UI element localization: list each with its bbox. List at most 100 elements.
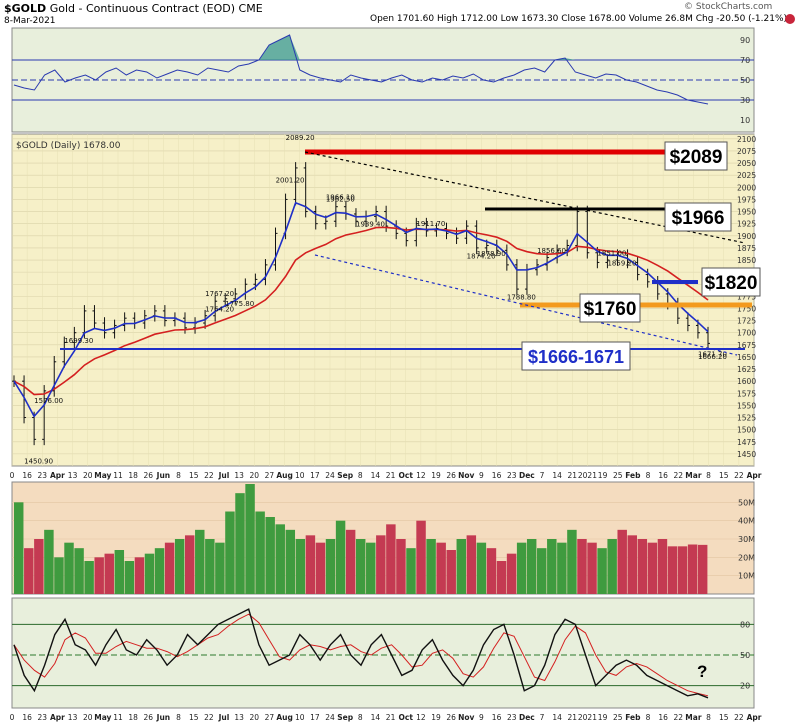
x-axis-label-bottom: 13 bbox=[68, 713, 78, 722]
x-axis-label-price: 7 bbox=[540, 471, 545, 480]
callout-1760: $1760 bbox=[584, 299, 637, 320]
volume-bar bbox=[64, 542, 74, 594]
stoch-k-line bbox=[13, 608, 709, 699]
callout-1966: $1966 bbox=[672, 208, 725, 229]
stoch-tick-label: 20 bbox=[740, 682, 750, 691]
price-point-label: 1767.20 bbox=[205, 290, 234, 298]
x-axis-label-bottom: 2021 bbox=[578, 713, 597, 722]
x-axis-label-price: Mar bbox=[685, 471, 702, 480]
volume-bar bbox=[426, 539, 436, 594]
volume-bar bbox=[617, 529, 627, 594]
volume-bar bbox=[345, 529, 356, 594]
price-point-label: 1788.80 bbox=[507, 294, 536, 302]
x-axis-label-bottom: 15 bbox=[719, 713, 729, 722]
price-point-label: 2089.20 bbox=[286, 134, 315, 142]
volume-bar bbox=[557, 542, 567, 594]
x-axis-label-bottom: 22 bbox=[204, 713, 214, 722]
volume-bar bbox=[44, 529, 54, 594]
volume-bar bbox=[436, 542, 446, 594]
x-axis-label-bottom: 23 bbox=[507, 713, 517, 722]
volume-bar bbox=[687, 544, 698, 594]
volume-bar bbox=[587, 542, 597, 594]
price-tick-label: 2000 bbox=[737, 183, 756, 192]
x-axis-label-price: 15 bbox=[189, 471, 199, 480]
x-axis-label-bottom: 22 bbox=[674, 713, 684, 722]
price-point-label: 1666.20 bbox=[698, 353, 727, 361]
price-tick-label: 1500 bbox=[737, 426, 756, 435]
x-axis-label-price: 21 bbox=[386, 471, 396, 480]
x-axis-label-bottom: 15 bbox=[189, 713, 199, 722]
x-axis-label-price: 26 bbox=[446, 471, 456, 480]
description: Gold - Continuous Contract (EOD) bbox=[49, 2, 236, 15]
x-axis-label-price: Dec bbox=[519, 471, 535, 480]
price-tick-label: 2100 bbox=[737, 135, 756, 144]
close-icon[interactable] bbox=[785, 14, 795, 24]
volume-bar bbox=[315, 542, 326, 594]
x-axis-label-price: 16 bbox=[492, 471, 502, 480]
x-axis-label-price: 17 bbox=[310, 471, 320, 480]
x-axis-label-bottom: 26 bbox=[446, 713, 456, 722]
x-axis-label-bottom: 16 bbox=[658, 713, 668, 722]
volume-bar bbox=[34, 539, 44, 594]
x-axis-label-bottom: Apr bbox=[747, 713, 762, 722]
price-point-label: 1851.00 bbox=[597, 250, 626, 258]
x-axis-label-bottom: Apr bbox=[50, 713, 65, 722]
stoch-tick-label: 50 bbox=[740, 651, 750, 660]
volume-bar bbox=[195, 529, 205, 594]
volume-bar bbox=[396, 539, 406, 594]
x-axis-label-bottom: Oct bbox=[399, 713, 414, 722]
x-axis-label-price: 0 bbox=[10, 471, 15, 480]
downtrend-lower-line bbox=[314, 254, 738, 356]
x-axis-label-price: 2021 bbox=[578, 471, 597, 480]
x-axis-label-bottom: 26 bbox=[144, 713, 154, 722]
rsi-tick-label: 90 bbox=[740, 36, 750, 45]
price-panel bbox=[11, 133, 755, 467]
volume-bar bbox=[134, 557, 145, 594]
x-axis-label-price: 10 bbox=[295, 471, 305, 480]
x-axis-label-price: 22 bbox=[204, 471, 214, 480]
x-axis-label-price: Sep bbox=[337, 471, 353, 480]
x-axis-label-price: 20 bbox=[83, 471, 93, 480]
volume-bar bbox=[14, 502, 24, 594]
x-axis-label-price: 23 bbox=[507, 471, 517, 480]
volume-bar bbox=[446, 550, 456, 594]
x-axis-label-price: 8 bbox=[358, 471, 363, 480]
x-axis-label-price: Oct bbox=[399, 471, 414, 480]
callout-1820: $1820 bbox=[705, 273, 758, 294]
x-axis-label-price: Apr bbox=[50, 471, 65, 480]
x-axis-label-price: 14 bbox=[371, 471, 381, 480]
x-axis-label-price: 22 bbox=[734, 471, 744, 480]
volume-bar bbox=[285, 529, 296, 594]
x-axis-label-bottom: 0 bbox=[10, 713, 15, 722]
price-tick-label: 1575 bbox=[737, 389, 756, 398]
chart-date: 8-Mar-2021 bbox=[4, 16, 56, 26]
volume-bar bbox=[516, 542, 527, 594]
x-axis-label-price: May bbox=[94, 471, 111, 480]
rsi-tick-label: 70 bbox=[740, 56, 750, 65]
price-tick-label: 1850 bbox=[737, 256, 756, 265]
volume-bar bbox=[355, 539, 366, 594]
volume-bar bbox=[335, 520, 346, 594]
symbol: $GOLD bbox=[4, 2, 47, 15]
x-axis-label-bottom: 16 bbox=[22, 713, 32, 722]
volume-bar bbox=[275, 524, 285, 594]
x-axis-label-bottom: 21 bbox=[386, 713, 396, 722]
price-tick-label: 1475 bbox=[737, 438, 756, 447]
volume-bar bbox=[506, 553, 517, 594]
price-point-label: 1874.20 bbox=[467, 252, 496, 260]
x-axis-label-bottom: 16 bbox=[492, 713, 502, 722]
x-axis-label-bottom: 8 bbox=[646, 713, 651, 722]
price-point-label: 1939.40 bbox=[356, 221, 385, 229]
x-axis-label-price: 14 bbox=[552, 471, 562, 480]
x-axis-label-bottom: 11 bbox=[113, 713, 123, 722]
x-axis-label-bottom: 7 bbox=[540, 713, 545, 722]
x-axis-label-bottom: 19 bbox=[598, 713, 608, 722]
x-axis-label-bottom: 22 bbox=[734, 713, 744, 722]
x-axis-label-bottom: 14 bbox=[371, 713, 381, 722]
x-axis-label-bottom: Dec bbox=[519, 713, 535, 722]
volume-bar bbox=[486, 548, 497, 594]
copyright: © StockCharts.com bbox=[684, 2, 773, 12]
x-axis-label-bottom: 19 bbox=[431, 713, 441, 722]
volume-tick-label: 50M bbox=[738, 498, 755, 507]
x-axis-label-price: 24 bbox=[325, 471, 335, 480]
